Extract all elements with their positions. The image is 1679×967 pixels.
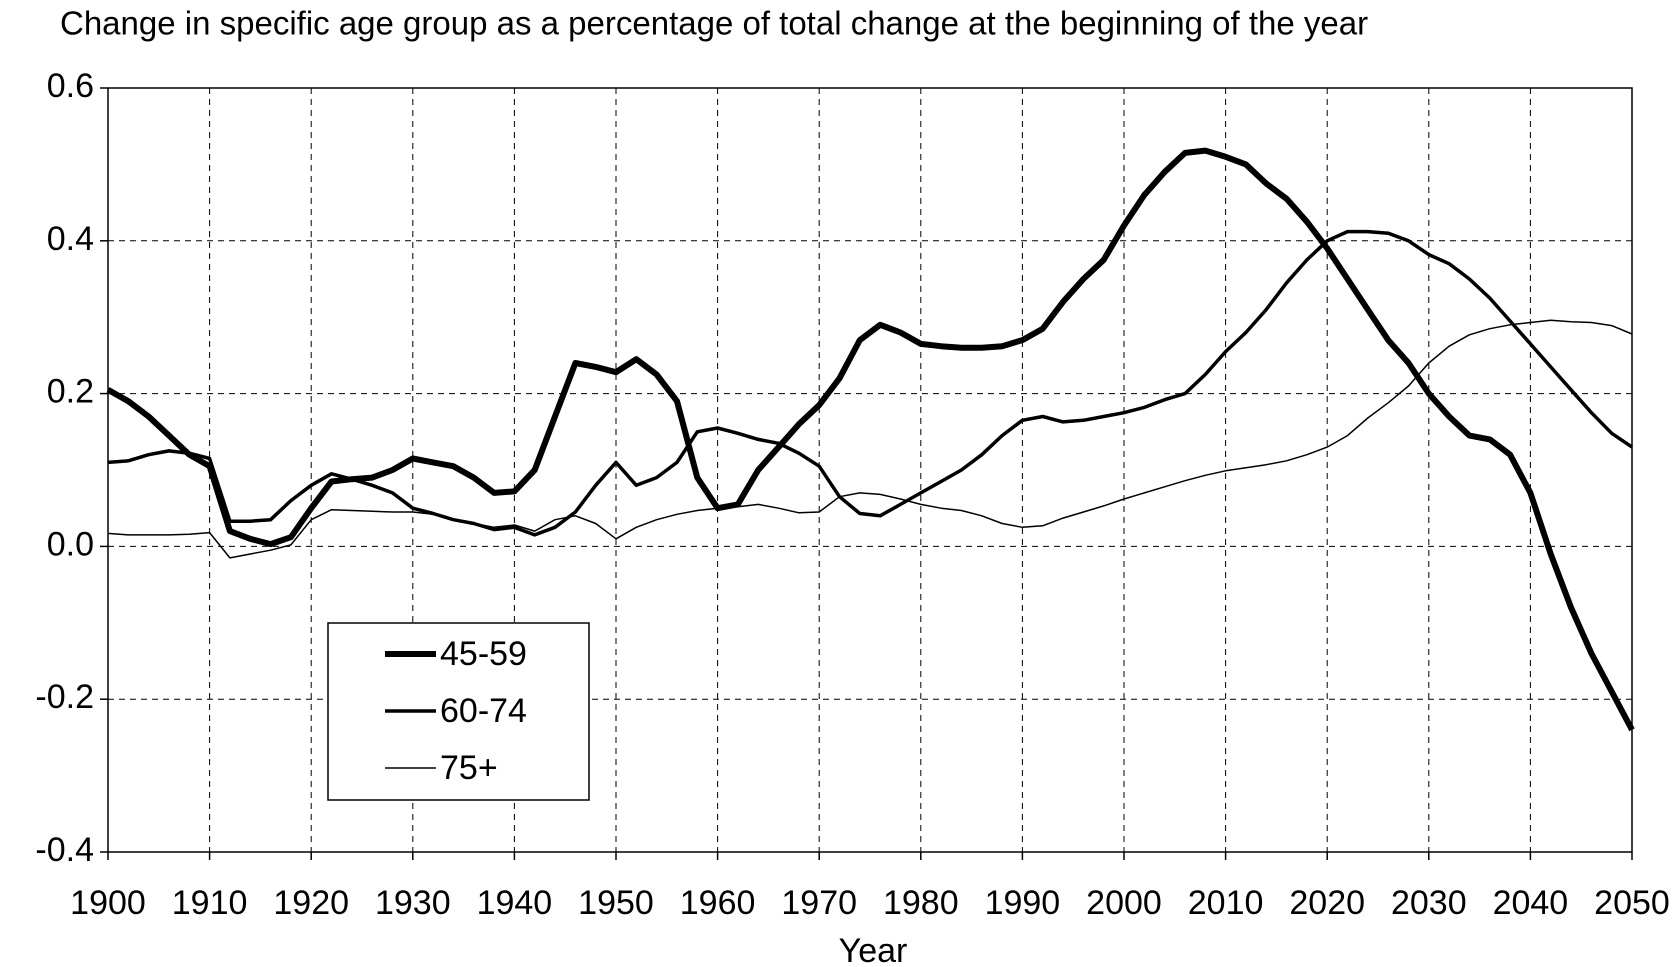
x-tick-label: 2000 bbox=[1086, 884, 1162, 922]
y-tick-label: 0.0 bbox=[47, 525, 94, 563]
series-line bbox=[107, 229, 1633, 537]
x-tick-label: 1910 bbox=[172, 884, 248, 922]
y-tick-label: 0.2 bbox=[47, 373, 94, 411]
x-tick-label: 1950 bbox=[578, 884, 654, 922]
legend-label: 45-59 bbox=[440, 635, 527, 673]
legend-label: 60-74 bbox=[440, 692, 527, 730]
chart-title: Change in specific age group as a percen… bbox=[60, 5, 1368, 42]
x-tick-label: 1960 bbox=[680, 884, 756, 922]
legend-box bbox=[327, 622, 590, 801]
x-tick-label: 2040 bbox=[1493, 884, 1569, 922]
x-tick-label: 2020 bbox=[1289, 884, 1365, 922]
x-tick-label: 2010 bbox=[1188, 884, 1264, 922]
series-line bbox=[106, 147, 1635, 732]
series-line bbox=[107, 319, 1633, 559]
x-axis-label: Year bbox=[839, 932, 908, 967]
y-tick-label: 0.4 bbox=[47, 220, 94, 258]
x-tick-label: 1900 bbox=[70, 884, 146, 922]
plot-frame bbox=[107, 87, 1633, 853]
y-tick-label: -0.2 bbox=[35, 678, 94, 716]
legend-label: 75+ bbox=[440, 749, 498, 787]
x-tick-label: 1940 bbox=[477, 884, 553, 922]
x-tick-label: 1990 bbox=[985, 884, 1061, 922]
x-tick-label: 1970 bbox=[781, 884, 857, 922]
x-tick-label: 1980 bbox=[883, 884, 959, 922]
y-tick-label: -0.4 bbox=[35, 831, 94, 869]
y-tick-label: 0.6 bbox=[47, 67, 94, 105]
x-tick-label: 2030 bbox=[1391, 884, 1467, 922]
x-tick-label: 1920 bbox=[273, 884, 349, 922]
x-tick-label: 2050 bbox=[1594, 884, 1670, 922]
x-tick-label: 1930 bbox=[375, 884, 451, 922]
